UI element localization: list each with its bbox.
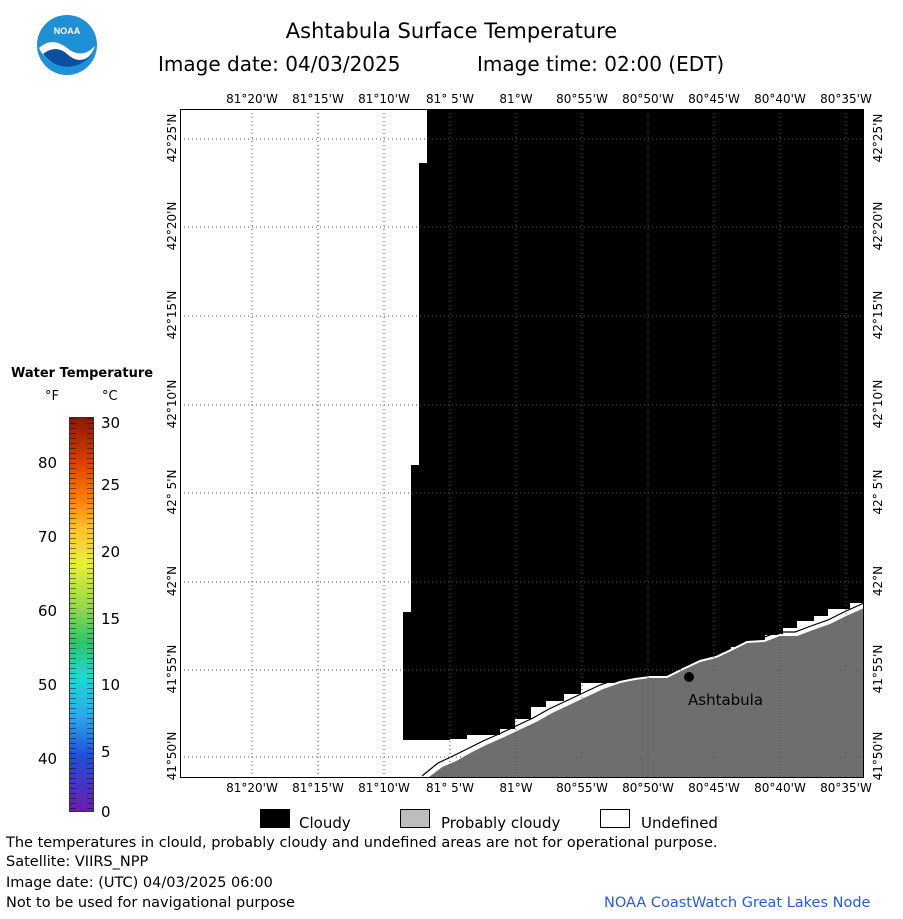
longitude-label: 81°10'W bbox=[358, 781, 410, 795]
celsius-tick-label: 15 bbox=[101, 610, 121, 628]
utc-date-text: Image date: (UTC) 04/03/2025 06:00 bbox=[6, 875, 273, 891]
latitude-label: 42°10'N bbox=[871, 379, 885, 429]
latitude-label: 41°50'N bbox=[165, 731, 179, 781]
noaa-logo: NOAA bbox=[36, 14, 98, 76]
longitude-label: 81° 5'W bbox=[426, 92, 474, 106]
longitude-label: 80°50'W bbox=[622, 92, 674, 106]
fahrenheit-tick-label: 80 bbox=[38, 454, 58, 472]
longitude-label: 81° 5'W bbox=[426, 781, 474, 795]
legend-unit-c: °C bbox=[102, 389, 118, 404]
legend-title: Water Temperature bbox=[11, 366, 154, 381]
disclaimer-text: The temperatures in clould, probably clo… bbox=[6, 835, 718, 851]
undefined-swatch bbox=[600, 809, 630, 828]
latitude-label: 42°N bbox=[871, 565, 885, 597]
image-date: Image date: 04/03/2025 bbox=[158, 52, 401, 76]
satellite-text: Satellite: VIIRS_NPP bbox=[6, 854, 149, 870]
latitude-label: 42°15'N bbox=[165, 290, 179, 340]
undefined-key-label: Undefined bbox=[641, 814, 718, 832]
longitude-label: 81°10'W bbox=[358, 92, 410, 106]
latitude-label: 41°50'N bbox=[871, 731, 885, 781]
longitude-label: 80°35'W bbox=[820, 781, 872, 795]
latitude-label: 42°10'N bbox=[165, 379, 179, 429]
latitude-label: 42°15'N bbox=[871, 290, 885, 340]
longitude-label: 81°W bbox=[499, 92, 533, 106]
probably-cloudy-swatch bbox=[400, 809, 430, 828]
latitude-label: 42°20'N bbox=[871, 201, 885, 251]
shoreline-outer bbox=[421, 602, 865, 777]
shoreline bbox=[425, 606, 865, 779]
longitude-label: 80°35'W bbox=[820, 92, 872, 106]
latitude-label: 42°N bbox=[165, 565, 179, 597]
longitude-label: 80°45'W bbox=[688, 92, 740, 106]
celsius-tick-label: 5 bbox=[101, 743, 111, 761]
longitude-label: 80°40'W bbox=[754, 781, 806, 795]
longitude-label: 81°15'W bbox=[292, 92, 344, 106]
latitude-label: 41°55'N bbox=[165, 644, 179, 694]
longitude-label: 80°55'W bbox=[556, 92, 608, 106]
map-border bbox=[180, 109, 864, 778]
longitude-label: 80°55'W bbox=[556, 781, 608, 795]
longitude-label: 80°45'W bbox=[688, 781, 740, 795]
credit-link[interactable]: NOAA CoastWatch Great Lakes Node bbox=[604, 895, 871, 911]
image-time: Image time: 02:00 (EDT) bbox=[477, 52, 725, 76]
latitude-label: 42°25'N bbox=[871, 113, 885, 163]
longitude-label: 80°50'W bbox=[622, 781, 674, 795]
celsius-tick-label: 10 bbox=[101, 676, 121, 694]
latitude-label: 42° 5'N bbox=[871, 469, 885, 515]
celsius-tick-label: 0 bbox=[101, 803, 111, 821]
latitude-label: 42° 5'N bbox=[165, 469, 179, 515]
longitude-label: 81°15'W bbox=[292, 781, 344, 795]
temperature-color-bar bbox=[69, 417, 94, 812]
fahrenheit-tick-label: 70 bbox=[38, 528, 58, 546]
map-svg bbox=[180, 109, 865, 779]
page-title: Ashtabula Surface Temperature bbox=[285, 19, 618, 43]
city-label: Ashtabula bbox=[688, 691, 764, 709]
latitude-label: 42°20'N bbox=[165, 201, 179, 251]
svg-text:NOAA: NOAA bbox=[54, 26, 81, 36]
celsius-tick-label: 25 bbox=[101, 476, 121, 494]
graticule bbox=[180, 109, 864, 778]
legend-unit-f: °F bbox=[45, 389, 59, 404]
latitude-label: 41°55'N bbox=[871, 644, 885, 694]
latitude-label: 42°25'N bbox=[165, 113, 179, 163]
fahrenheit-tick-label: 60 bbox=[38, 602, 58, 620]
cloudy-swatch bbox=[260, 809, 290, 828]
probably-cloudy-key-label: Probably cloudy bbox=[441, 814, 561, 832]
longitude-label: 80°40'W bbox=[754, 92, 806, 106]
fahrenheit-tick-label: 50 bbox=[38, 676, 58, 694]
celsius-tick-label: 30 bbox=[101, 414, 121, 432]
ashtabula-marker bbox=[684, 672, 694, 682]
celsius-tick-label: 20 bbox=[101, 543, 121, 561]
nav-warning-text: Not to be used for navigational purpose bbox=[6, 895, 295, 911]
longitude-label: 81°20'W bbox=[226, 781, 278, 795]
probably-cloudy-area bbox=[426, 607, 864, 778]
fahrenheit-tick-label: 40 bbox=[38, 750, 58, 768]
satellite-map: Ashtabula bbox=[180, 109, 865, 779]
longitude-label: 81°20'W bbox=[226, 92, 278, 106]
cloudy-key-label: Cloudy bbox=[299, 814, 351, 832]
longitude-label: 81°W bbox=[499, 781, 533, 795]
